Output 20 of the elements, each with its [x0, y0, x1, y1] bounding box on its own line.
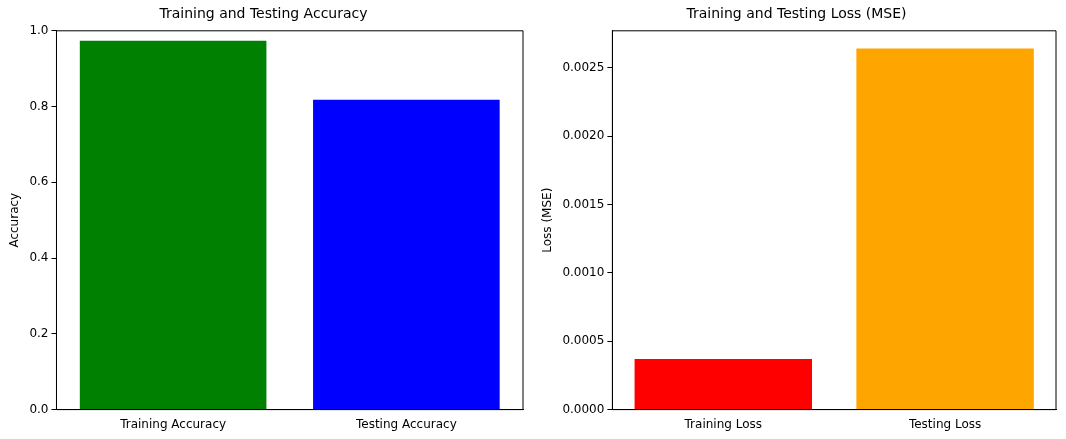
x-tick-label: Testing Loss: [907, 416, 982, 431]
y-axis-title: Accuracy: [7, 192, 22, 248]
chart-title: Training and Testing Accuracy: [158, 5, 368, 22]
y-tick-label: 0.6: [29, 174, 49, 189]
y-tick-label: 0.0: [29, 401, 49, 416]
y-tick-label: 0.0025: [562, 59, 605, 74]
y-tick-label: 0.0010: [562, 264, 605, 279]
chart-title: Training and Testing Loss (MSE): [685, 5, 907, 22]
y-tick-label: 0.0020: [562, 128, 605, 143]
y-tick-label: 0.4: [29, 250, 49, 265]
y-tick-label: 0.8: [29, 98, 49, 113]
y-tick-label: 0.0005: [562, 333, 605, 348]
x-tick-label: Training Loss: [683, 416, 763, 431]
y-tick-label: 0.0000: [562, 401, 605, 416]
y-tick-label: 0.0015: [562, 196, 605, 211]
y-tick-label: 1.0: [29, 22, 49, 37]
x-tick-label: Testing Accuracy: [354, 416, 457, 431]
y-axis-title: Loss (MSE): [540, 187, 555, 253]
y-tick-label: 0.2: [29, 325, 49, 340]
x-tick-label: Training Accuracy: [119, 416, 227, 431]
